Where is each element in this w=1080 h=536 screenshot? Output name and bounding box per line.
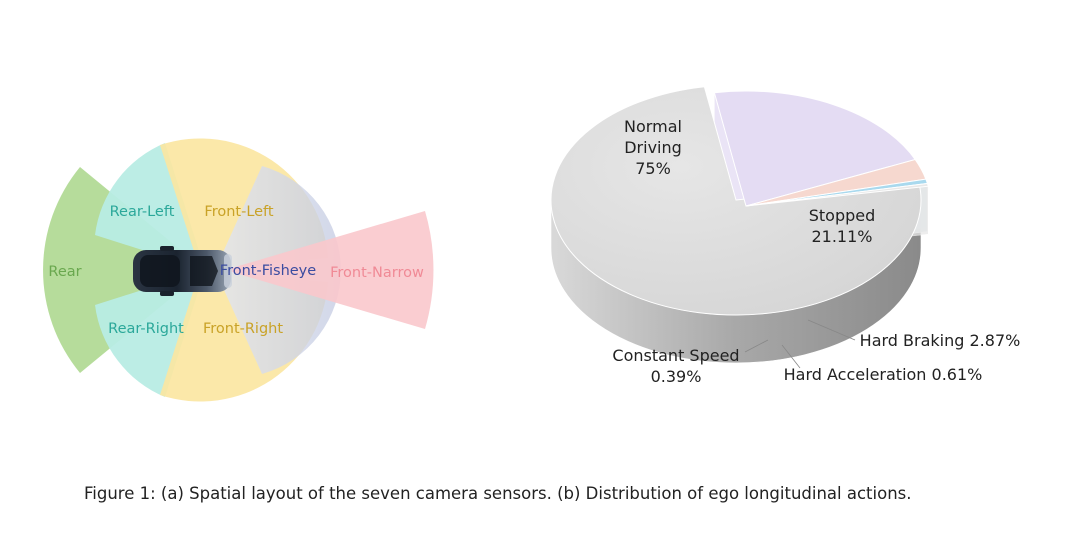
- pie-label-stopped: Stopped 21.11%: [809, 206, 876, 246]
- pie-leader-hard-acceleration: [781, 344, 801, 369]
- pie-slice-constant-speed: [745, 182, 929, 207]
- pie-label-hard-braking: Hard Braking 2.87%: [860, 331, 1021, 350]
- pie-label-constant-speed: Constant Speed 0.39%: [612, 346, 739, 386]
- pie-label-normal-driving: Normal Driving 75%: [624, 117, 682, 178]
- front-left-label: Front-Left: [204, 204, 274, 220]
- front-narrow-label: Front-Narrow: [330, 265, 424, 281]
- rear-label: Rear: [48, 264, 81, 280]
- pie-leader-hard-braking: [807, 319, 856, 341]
- front-right-label: Front-Right: [203, 321, 283, 337]
- pie-slice-stopped: [713, 90, 917, 207]
- rear-left-zone: [95, 143, 205, 270]
- rear-right-label: Rear-Right: [108, 321, 184, 337]
- rear-right-zone: [95, 270, 205, 397]
- ego-car-icon: [133, 246, 232, 296]
- figure-caption: Figure 1: (a) Spatial layout of the seve…: [84, 484, 912, 503]
- pie-label-hard-acceleration: Hard Acceleration 0.61%: [784, 365, 983, 384]
- rear-zone: [43, 167, 206, 373]
- front-narrow-zone: [225, 211, 434, 329]
- front-fisheye-label: Front-Fisheye: [220, 263, 316, 279]
- pie-leader-constant-speed: [744, 339, 769, 353]
- rear-left-label: Rear-Left: [110, 204, 175, 220]
- pie-slice-normal-driving: [550, 86, 922, 316]
